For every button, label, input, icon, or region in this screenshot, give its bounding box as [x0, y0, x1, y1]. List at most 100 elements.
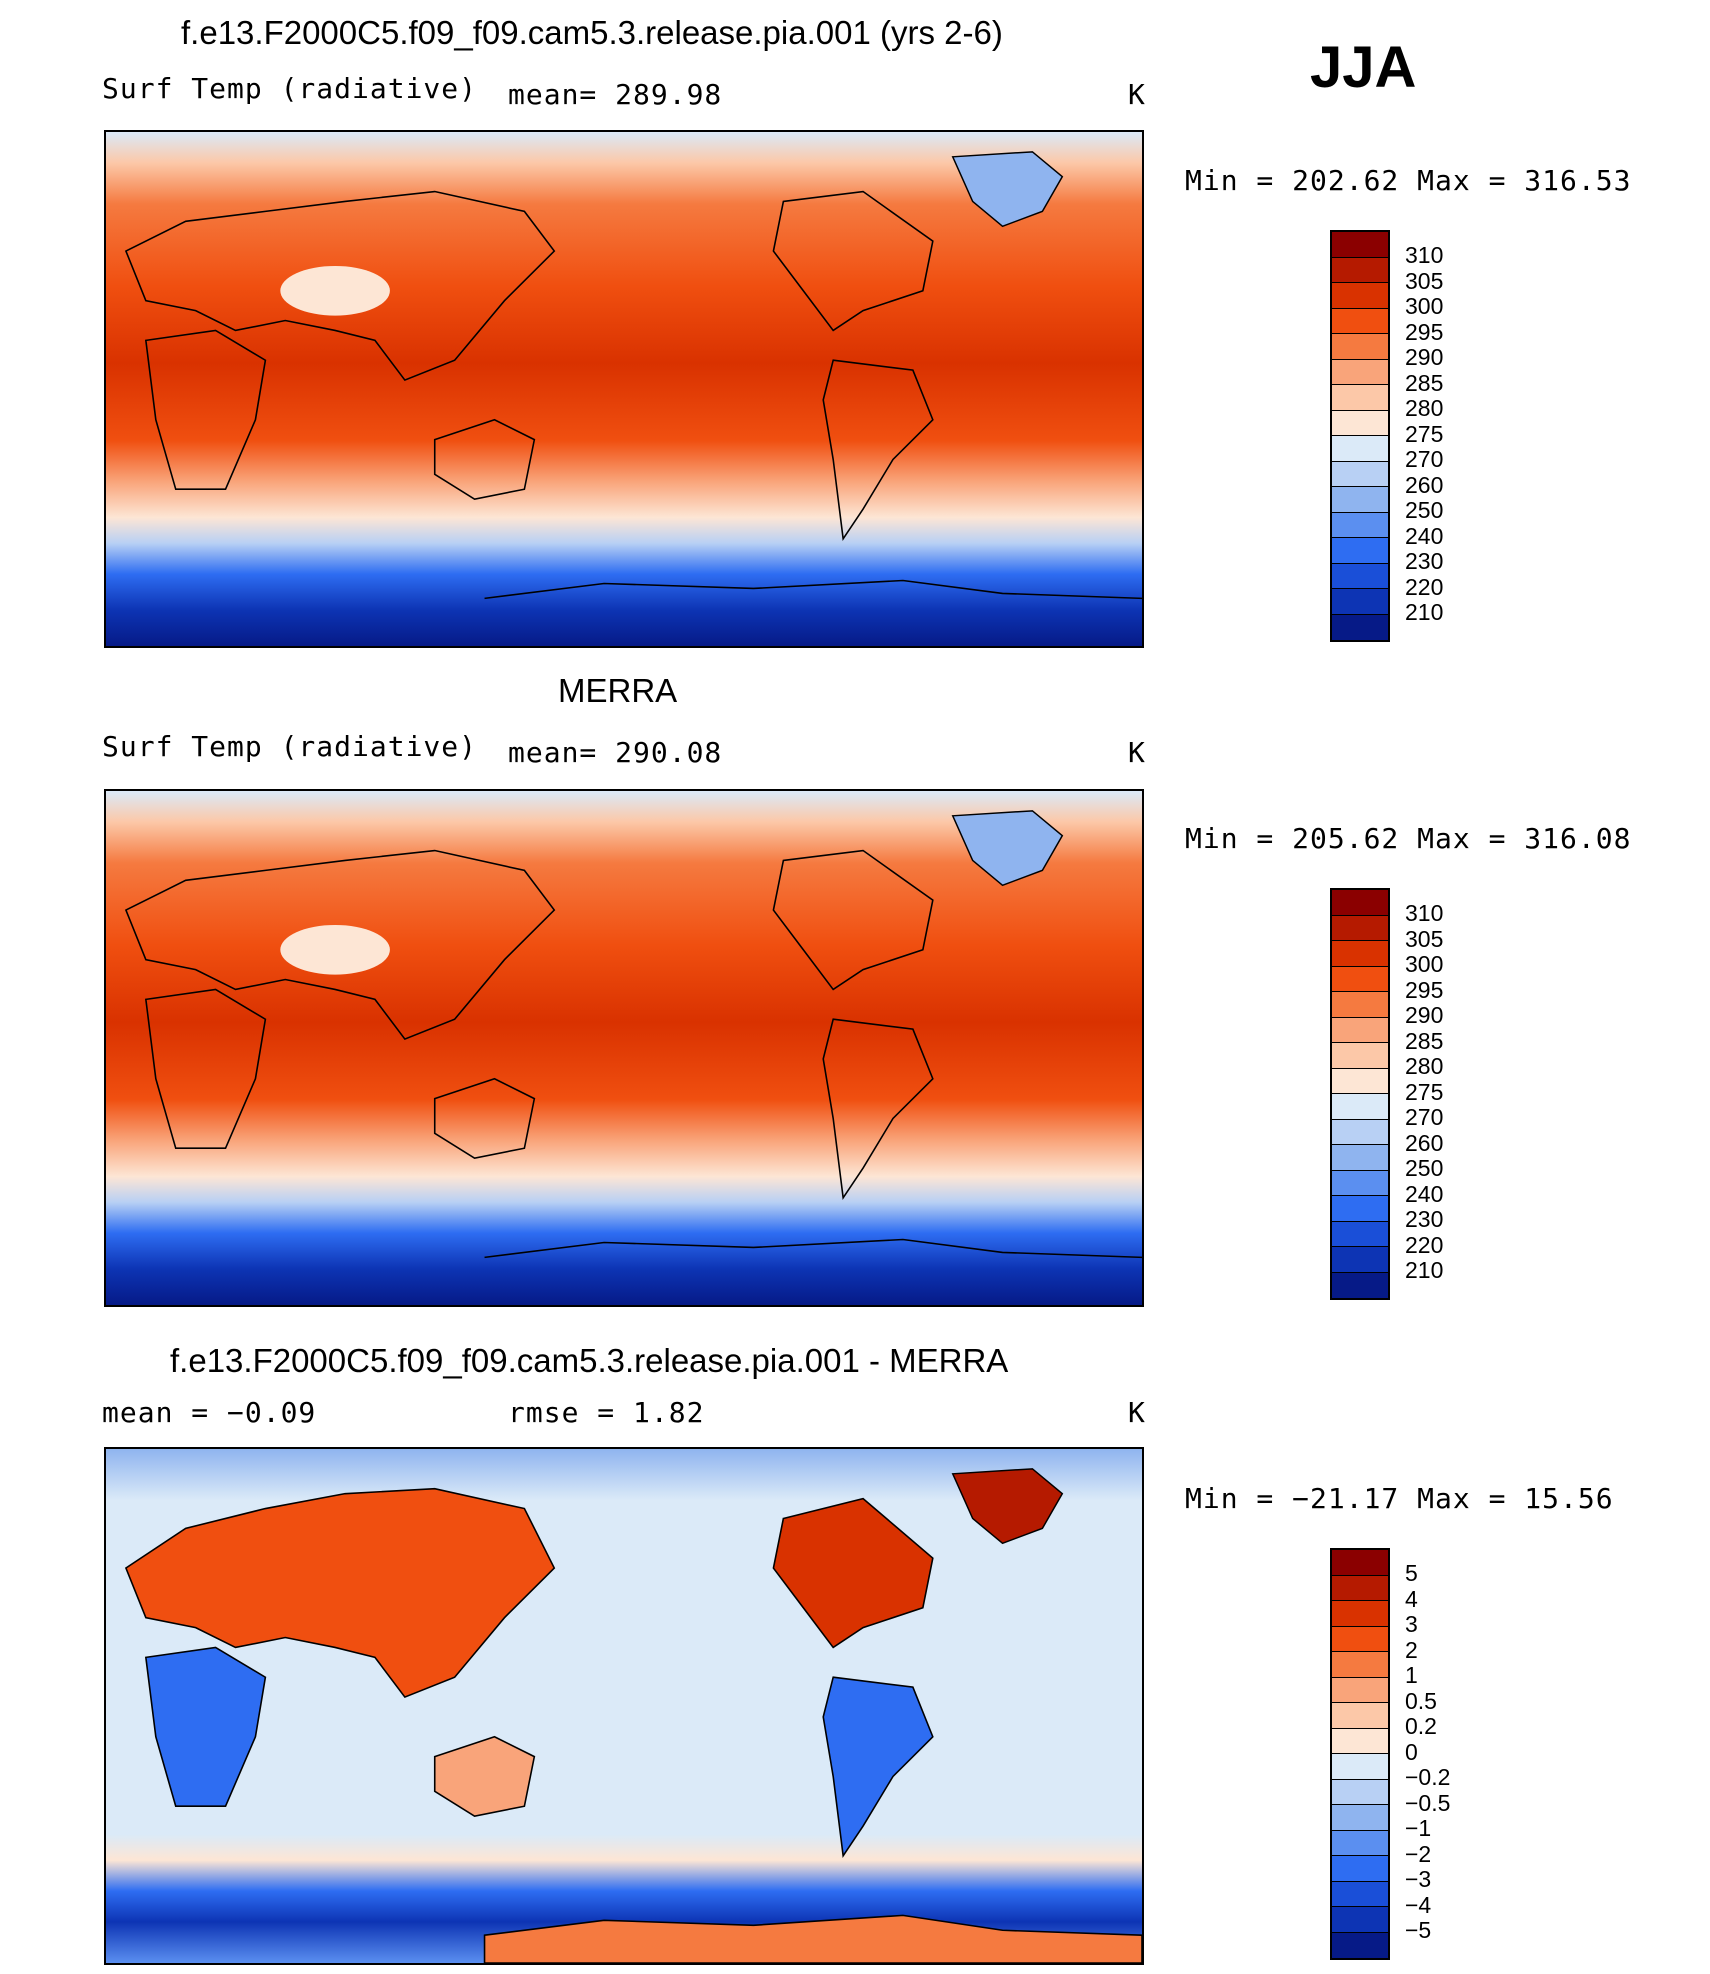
panel2-colorbar-tick-label: 285 — [1405, 1027, 1444, 1054]
panel3-mean-label: mean = −0.09 — [102, 1396, 317, 1429]
panel3-colorbar-tick-label: −1 — [1405, 1815, 1432, 1841]
panel2-colorbar-swatch — [1332, 1170, 1388, 1196]
panel2-colorbar-tick-label: 270 — [1405, 1104, 1444, 1130]
panel1-colorbar-swatch — [1332, 563, 1388, 589]
panel1-colorbar-swatch — [1332, 334, 1388, 360]
panel1-colorbar-tick-label: 275 — [1405, 420, 1444, 447]
panel1-minmax-label: Min = 202.62 Max = 316.53 — [1185, 164, 1632, 197]
panel2-variable-label: Surf Temp (radiative) — [102, 730, 478, 763]
panel3-colorbar-swatch — [1332, 1652, 1388, 1678]
panel2-colorbar-swatch — [1332, 1196, 1388, 1222]
panel1-colorbar-swatch — [1332, 232, 1388, 258]
panel2-colorbar-tick-label: 220 — [1405, 1231, 1444, 1258]
panel1-title: f.e13.F2000C5.f09_f09.cam5.3.release.pia… — [181, 14, 1003, 51]
panel2-colorbar-swatch — [1332, 1017, 1388, 1043]
panel2-colorbar-swatch — [1332, 966, 1388, 992]
panel3-colorbar-swatch — [1332, 1575, 1388, 1601]
panel3-map-graphic — [106, 1449, 1142, 1963]
panel1-map-graphic — [106, 132, 1142, 646]
panel2-colorbar-swatch — [1332, 915, 1388, 941]
panel3-colorbar-tick-label: 5 — [1405, 1560, 1418, 1586]
panel2-colorbar-swatch — [1332, 992, 1388, 1018]
panel3-colorbar — [1330, 1548, 1390, 1960]
panel2-colorbar-tick-label: 260 — [1405, 1129, 1444, 1156]
panel3-rmse-label: rmse = 1.82 — [508, 1396, 705, 1429]
panel2-colorbar-tick-label: 240 — [1405, 1180, 1444, 1207]
panel1-colorbar-tick-label: 285 — [1405, 369, 1444, 396]
panel2-colorbar-swatch — [1332, 1221, 1388, 1247]
panel2-colorbar-tick-label: 310 — [1405, 900, 1444, 926]
panel1-colorbar-swatch — [1332, 308, 1388, 334]
panel3-colorbar-swatch — [1332, 1626, 1388, 1652]
panel1-colorbar-swatch — [1332, 538, 1388, 564]
panel1-colorbar-tick-label: 230 — [1405, 548, 1444, 574]
panel2-colorbar-tick-label: 210 — [1405, 1257, 1444, 1283]
panel1-colorbar-swatch — [1332, 385, 1388, 411]
panel3-colorbar-tick-label: 0.5 — [1405, 1687, 1437, 1714]
panel2-colorbar-swatch — [1332, 1119, 1388, 1145]
panel3-colorbar-tick-label: −0.2 — [1405, 1764, 1451, 1790]
panel1-colorbar-tick-label: 305 — [1405, 267, 1444, 294]
panel1-mean-label: mean= 289.98 — [508, 78, 723, 111]
panel3-colorbar-tick-label: −3 — [1405, 1866, 1432, 1892]
panel1-colorbar-labels: 310 305 300 295 290 285 280 275 270 260 250 240 230 2… — [1405, 242, 1444, 626]
panel1-colorbar-tick-label: 260 — [1405, 471, 1444, 498]
season-label: JJA — [1310, 35, 1417, 100]
panel1-colorbar-tick-label: 310 — [1405, 242, 1444, 268]
panel3-colorbar-swatch — [1332, 1907, 1388, 1933]
panel2-title: MERRA — [558, 672, 678, 709]
panel2-map — [104, 789, 1144, 1307]
panel1-colorbar-tick-label: 280 — [1405, 395, 1444, 421]
panel3-colorbar-swatch — [1332, 1754, 1388, 1780]
panel2-map-graphic — [106, 791, 1142, 1305]
panel2-mean-label: mean= 290.08 — [508, 736, 723, 769]
panel2-minmax-label: Min = 205.62 Max = 316.08 — [1185, 822, 1632, 855]
panel3-colorbar-swatch — [1332, 1779, 1388, 1805]
panel1-map — [104, 130, 1144, 648]
panel1-colorbar-tick-label: 295 — [1405, 318, 1444, 345]
panel3-colorbar-swatch — [1332, 1601, 1388, 1627]
panel3-colorbar-tick-label: 4 — [1405, 1585, 1418, 1612]
panel3-colorbar-tick-label: 0.2 — [1405, 1713, 1437, 1739]
panel1-colorbar-swatch — [1332, 487, 1388, 513]
panel1-colorbar-tick-label: 240 — [1405, 522, 1444, 549]
panel3-colorbar-swatch — [1332, 1805, 1388, 1831]
panel3-colorbar-tick-label: −4 — [1405, 1891, 1432, 1918]
panel3-colorbar-tick-label: −2 — [1405, 1840, 1432, 1867]
panel1-colorbar-swatch — [1332, 461, 1388, 487]
panel2-colorbar-tick-label: 250 — [1405, 1155, 1444, 1181]
panel2-colorbar-tick-label: 230 — [1405, 1206, 1444, 1232]
panel1-colorbar-tick-label: 290 — [1405, 344, 1444, 370]
panel2-colorbar-tick-label: 290 — [1405, 1002, 1444, 1028]
panel2-colorbar-swatch — [1332, 1272, 1388, 1298]
panel1-colorbar-tick-label: 300 — [1405, 293, 1444, 319]
panel1-units-label: K — [1128, 78, 1146, 111]
panel2-colorbar-swatch — [1332, 1094, 1388, 1120]
panel2-colorbar-swatch — [1332, 890, 1388, 916]
panel3-units-label: K — [1128, 1396, 1146, 1429]
panel3-colorbar-swatch — [1332, 1703, 1388, 1729]
panel1-colorbar-tick-label: 220 — [1405, 573, 1444, 600]
panel1-colorbar-tick-label: 210 — [1405, 599, 1444, 625]
panel1-colorbar-swatch — [1332, 512, 1388, 538]
panel3-map — [104, 1447, 1144, 1965]
panel1-colorbar-tick-label: 270 — [1405, 446, 1444, 472]
panel2-colorbar-swatch — [1332, 1043, 1388, 1069]
panel3-colorbar-swatch — [1332, 1550, 1388, 1576]
panel3-title: f.e13.F2000C5.f09_f09.cam5.3.release.pia… — [170, 1342, 1009, 1379]
panel2-colorbar-swatch — [1332, 941, 1388, 967]
panel1-colorbar-swatch — [1332, 436, 1388, 462]
panel2-colorbar-tick-label: 280 — [1405, 1053, 1444, 1079]
panel1-colorbar-tick-label: 250 — [1405, 497, 1444, 523]
panel3-colorbar-swatch — [1332, 1728, 1388, 1754]
panel1-colorbar-swatch — [1332, 359, 1388, 385]
panel2-colorbar-swatch — [1332, 1145, 1388, 1171]
panel3-colorbar-labels: 5 4 3 2 1 0.5 0.2 0 −0.2 −0.5 −1 −2 −3 −4 −5 — [1405, 1560, 1451, 1944]
panel2-colorbar — [1330, 888, 1390, 1300]
panel3-colorbar-swatch — [1332, 1856, 1388, 1882]
panel2-colorbar-tick-label: 300 — [1405, 951, 1444, 977]
panel1-variable-label: Surf Temp (radiative) — [102, 72, 478, 105]
panel3-colorbar-tick-label: 1 — [1405, 1662, 1418, 1688]
panel2-units-label: K — [1128, 736, 1146, 769]
panel2-colorbar-labels: 310 305 300 295 290 285 280 275 270 260 250 240 230 2… — [1405, 900, 1444, 1284]
